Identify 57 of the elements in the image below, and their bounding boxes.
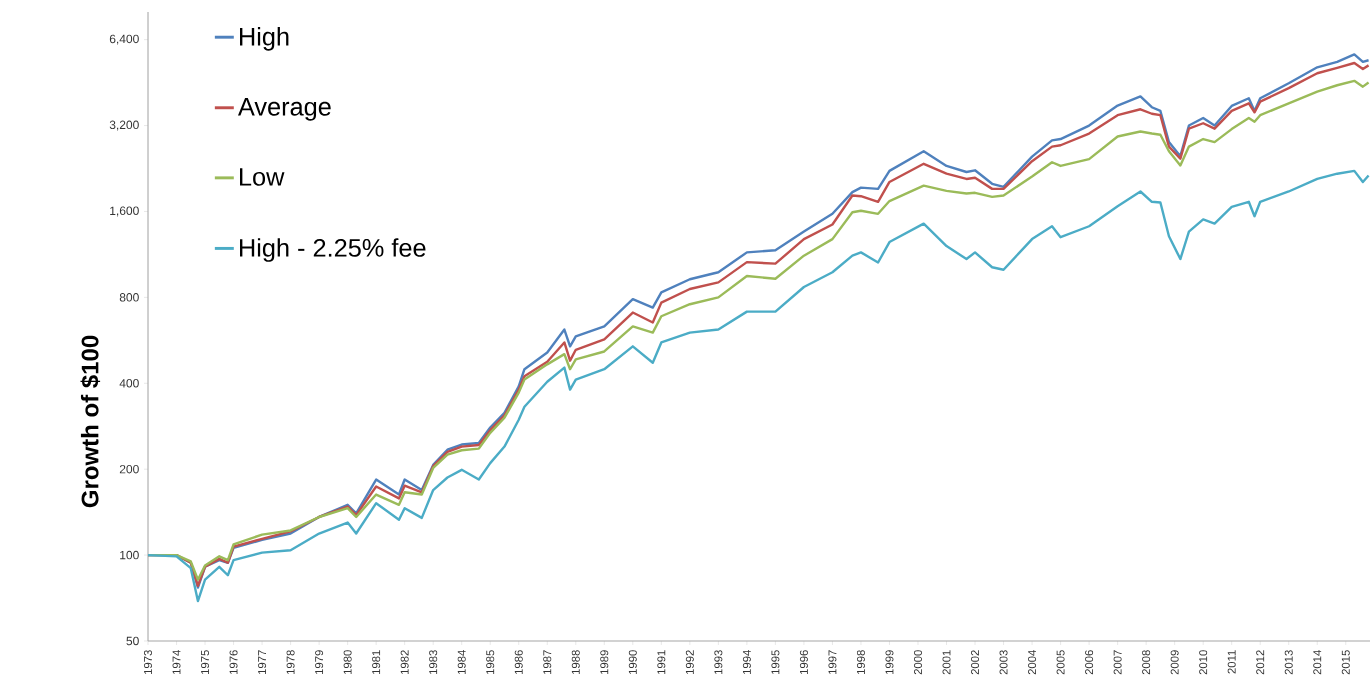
x-tick-label: 1990 (628, 650, 637, 675)
line-series (146, 169, 1370, 603)
y-tick-label: 3,200 (109, 120, 139, 131)
y-axis-title: Growth of $100 (80, 335, 101, 508)
x-tick-label: 1973 (144, 650, 153, 675)
y-tick-label: 1,600 (110, 206, 139, 217)
x-tick-label: 1995 (771, 650, 780, 675)
x-tick-label: 2004 (1028, 650, 1037, 675)
x-tick-label: 1991 (657, 650, 666, 675)
x-tick-label: 2001 (942, 650, 951, 675)
x-tick-label: 1984 (457, 650, 466, 675)
x-tick-label: 1989 (600, 650, 609, 675)
legend-label: High (240, 27, 289, 51)
x-tick-label: 1983 (429, 650, 438, 675)
x-tick-label: 1974 (172, 650, 181, 675)
x-tick-label: 1979 (315, 650, 324, 675)
x-tick-label: 2009 (1170, 650, 1179, 675)
x-tick-label: 1986 (514, 650, 523, 675)
x-tick-label: 1980 (343, 650, 352, 675)
x-tick-label: 2002 (971, 650, 980, 675)
x-tick-label: 1999 (885, 650, 894, 675)
x-tick-label: 1975 (201, 650, 210, 675)
x-tick-label: 1994 (742, 650, 751, 675)
y-tick-label: 100 (120, 550, 139, 560)
x-tick-label: 2008 (1142, 650, 1151, 675)
x-tick-label: 1996 (799, 650, 808, 675)
x-tick-label: 2011 (1227, 650, 1236, 674)
x-tick-label: 1987 (543, 650, 552, 675)
x-tick-label: 1976 (229, 650, 238, 675)
legend-label: Average (237, 98, 331, 121)
x-tick-label: 1985 (486, 650, 495, 675)
x-tick-label: 2010 (1199, 650, 1208, 675)
x-tick-label: 1993 (714, 650, 723, 675)
x-tick-label: 1992 (685, 650, 694, 675)
y-tick-label: 400 (119, 379, 139, 388)
x-tick-label: 2015 (1341, 650, 1350, 675)
x-tick-label: 2013 (1284, 650, 1293, 675)
x-tick-label: 2000 (913, 650, 922, 675)
x-tick-label: 1998 (856, 650, 865, 675)
x-tick-label: 1977 (258, 650, 267, 675)
x-tick-label: 2006 (1085, 650, 1094, 675)
y-tick-label: 50 (126, 636, 139, 646)
x-tick-label: 1988 (571, 650, 580, 675)
x-tick-label: 2012 (1256, 650, 1265, 675)
legend-label: Low (240, 168, 285, 186)
x-tick-label: 1997 (828, 650, 837, 675)
x-tick-label: 1982 (400, 650, 409, 675)
y-tick-label: 800 (119, 293, 139, 302)
x-tick-label: 1981 (372, 650, 381, 675)
x-tick-label: 2005 (1056, 650, 1065, 675)
y-tick-label: 200 (119, 464, 139, 474)
x-tick-label: 1978 (286, 650, 295, 675)
x-tick-label: 2014 (1313, 650, 1322, 675)
x-tick-label: 2003 (999, 650, 1008, 675)
x-tick-label: 2007 (1113, 650, 1122, 675)
legend-label: High - 2.25% fee (240, 238, 426, 262)
y-tick-label: 6,400 (109, 34, 139, 45)
